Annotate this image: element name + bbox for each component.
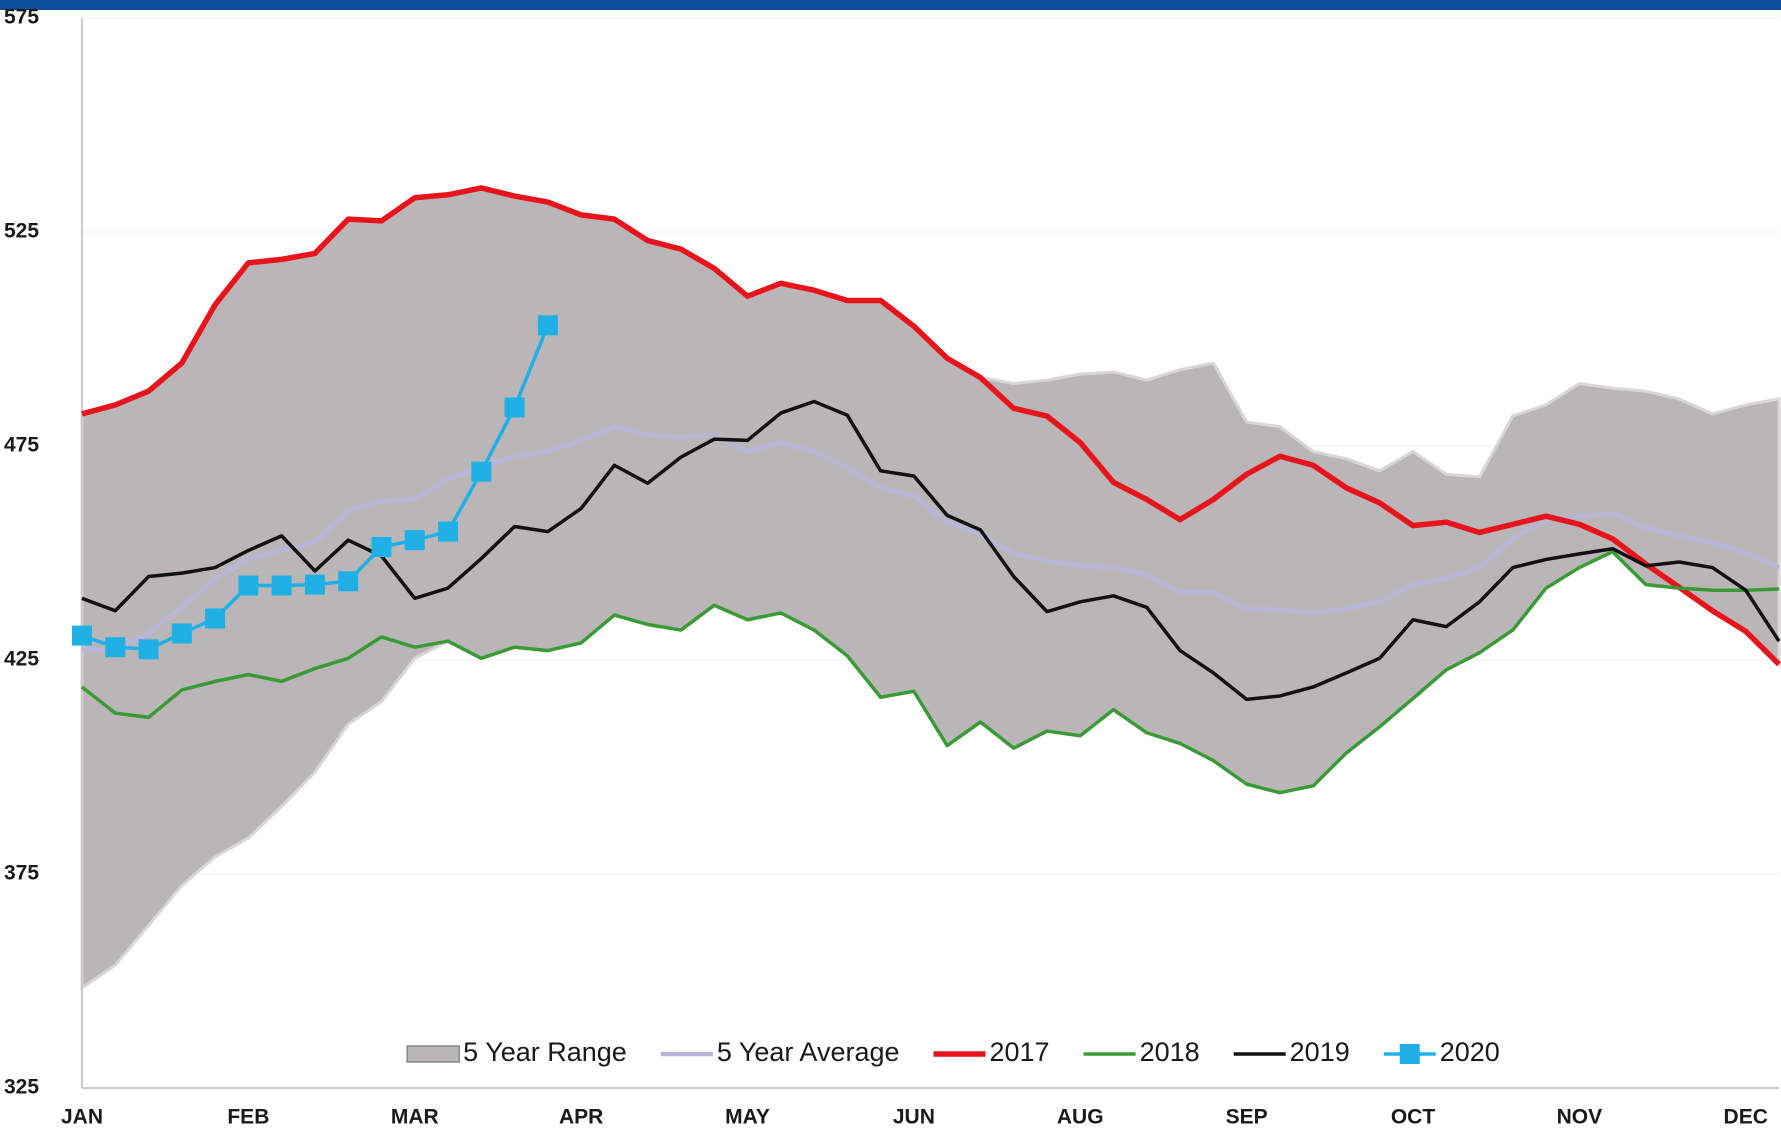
series-line [81, 424, 1780, 653]
x-tick-label: MAR [391, 1106, 439, 1129]
x-tick-label: MAY [725, 1106, 770, 1129]
series-marker [171, 623, 192, 644]
series-marker [205, 608, 226, 629]
legend-marker [1399, 1044, 1420, 1064]
header-bar [0, 0, 1781, 10]
series-marker [504, 397, 525, 418]
x-tick-label: JUN [893, 1106, 935, 1129]
series-line [81, 399, 1781, 702]
legend: 5 Year Range 5 Year Average 2017 2018 2019 20… [406, 1037, 1500, 1067]
legend-label: 5 Year Average [717, 1037, 900, 1067]
series-marker [238, 575, 259, 596]
x-tick-label: FEB [227, 1106, 269, 1129]
series-marker [471, 461, 492, 482]
series-marker [105, 637, 126, 658]
series-marker [304, 574, 325, 595]
series-marker [271, 575, 292, 596]
y-tick-label: 375 [4, 862, 39, 885]
series-marker [404, 530, 425, 551]
series-marker [138, 639, 159, 660]
legend-label: 2019 [1290, 1037, 1350, 1067]
y-tick-label: 425 [4, 648, 39, 671]
series-marker [537, 315, 558, 336]
series-marker [438, 521, 459, 542]
x-tick-label: OCT [1391, 1106, 1436, 1129]
y-tick-label: 525 [4, 220, 39, 243]
x-tick-label: APR [559, 1106, 603, 1129]
series-marker [371, 537, 392, 558]
series-line [81, 185, 1781, 667]
legend-label: 2020 [1440, 1037, 1500, 1067]
legend-label: 2018 [1140, 1037, 1200, 1067]
x-tick-label: NOV [1557, 1106, 1603, 1129]
legend-label: 5 Year Range [463, 1037, 627, 1067]
series-marker [338, 571, 359, 592]
legend-swatch [406, 1045, 460, 1063]
legend-label: 2017 [990, 1037, 1050, 1067]
x-tick-label: AUG [1057, 1106, 1104, 1129]
series-marker [72, 625, 92, 646]
x-tick-label: SEP [1226, 1106, 1268, 1129]
x-tick-label: DEC [1724, 1106, 1768, 1129]
y-tick-label: 325 [4, 1076, 39, 1099]
series-line [80, 549, 1780, 795]
y-tick-label: 575 [4, 6, 39, 29]
range-band [80, 186, 1781, 991]
x-tick-label: JAN [61, 1106, 103, 1129]
y-tick-label: 475 [4, 434, 39, 457]
